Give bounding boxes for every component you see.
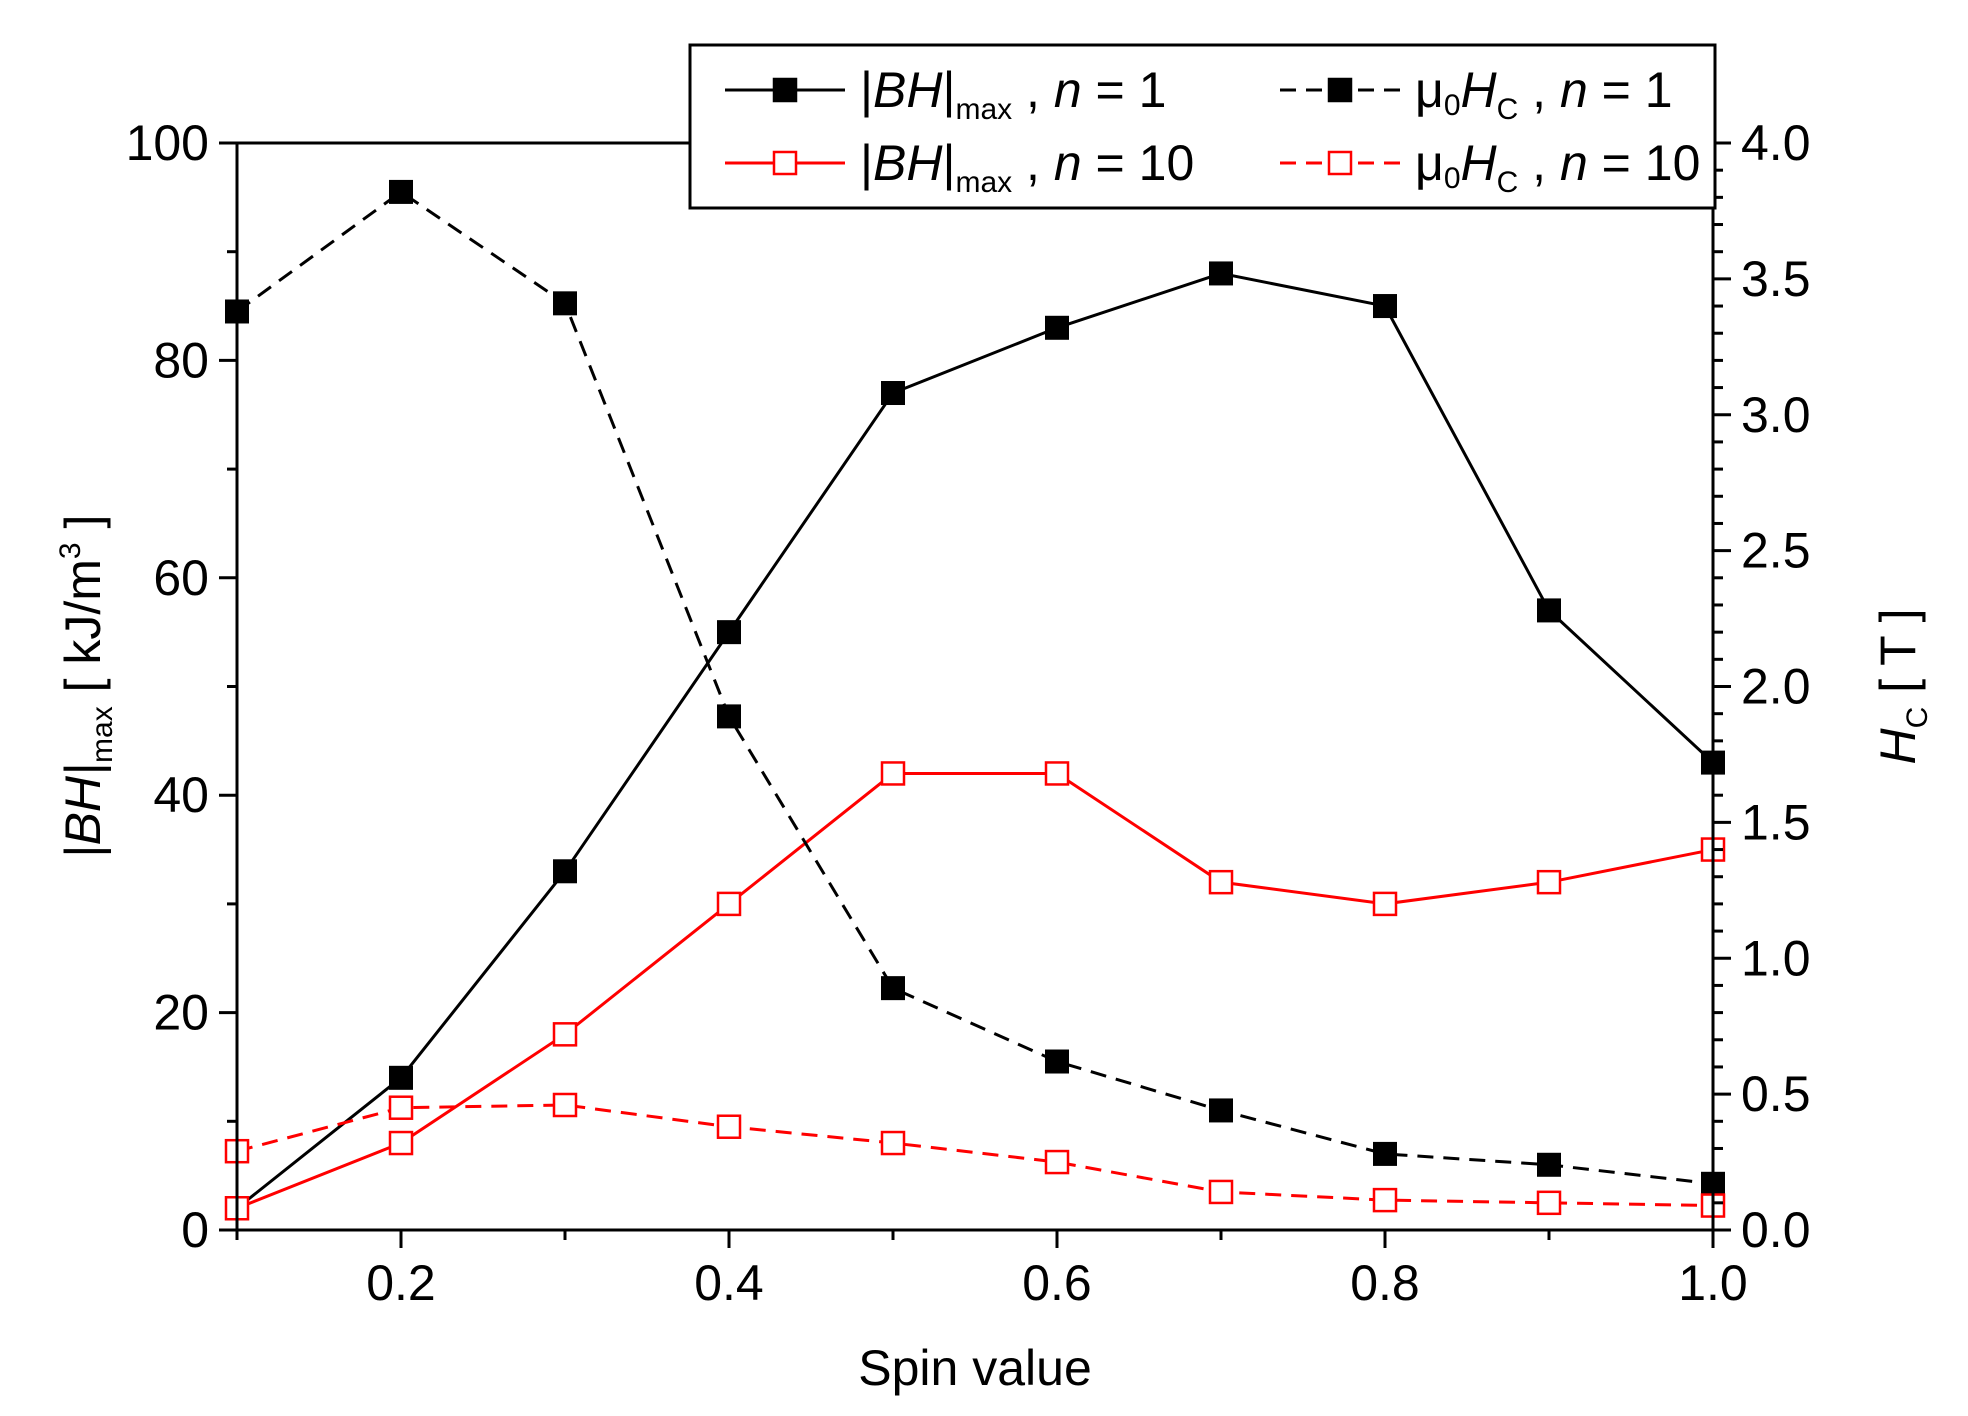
data-point xyxy=(716,1114,742,1139)
data-point xyxy=(717,704,741,729)
y-right-tick-label: 4.0 xyxy=(1741,115,1811,171)
y-right-tick-label: 2.0 xyxy=(1741,659,1811,715)
legend-item: |BH|max , n = 1 xyxy=(725,62,1166,126)
data-point xyxy=(389,1065,413,1090)
series-line xyxy=(236,271,1715,1210)
series-layer xyxy=(224,179,1726,1221)
series-line xyxy=(236,771,1714,1210)
y-right-tick-label: 0.0 xyxy=(1741,1202,1811,1258)
series-3 xyxy=(225,179,1725,1196)
data-point xyxy=(1372,891,1398,917)
x-tick-label: 1.0 xyxy=(1678,1255,1748,1311)
legend-label: μ0HC , n = 10 xyxy=(1415,135,1700,199)
x-tick-label: 0.6 xyxy=(1022,1255,1092,1311)
y-right-tick-label: 2.5 xyxy=(1741,523,1811,579)
series-line xyxy=(236,190,1714,1186)
y-right-axis-title: HC [ T ] xyxy=(1870,609,1934,765)
data-point xyxy=(716,891,742,917)
data-point xyxy=(553,859,577,884)
series-2 xyxy=(224,761,1726,1221)
y-right-tick-label: 0.5 xyxy=(1741,1066,1811,1122)
ticks-layer: 0.2 0.4 0.6 0.8 1.0 0 20 40 60 80 100 0.0 0.5 1.0 1.5 2… xyxy=(126,115,1811,1311)
legend-item: μ0HC , n = 10 xyxy=(1280,135,1700,199)
data-point xyxy=(1373,1141,1397,1166)
data-point xyxy=(1044,1149,1070,1175)
y-right-tick-label: 1.5 xyxy=(1741,794,1811,850)
data-point xyxy=(1373,294,1397,319)
data-point xyxy=(1208,1179,1234,1205)
legend-box xyxy=(688,43,1717,210)
y-left-tick-label: 60 xyxy=(153,550,209,606)
legend-item: μ0HC , n = 1 xyxy=(1280,62,1673,126)
data-point xyxy=(880,761,906,786)
data-point xyxy=(1209,261,1233,286)
legend-label: |BH|max , n = 10 xyxy=(860,135,1194,199)
plot-frame xyxy=(235,141,1715,1232)
x-axis-title: Spin value xyxy=(858,1340,1092,1396)
y-left-tick-label: 40 xyxy=(153,767,209,823)
x-tick-label: 0.2 xyxy=(366,1255,436,1311)
data-point xyxy=(881,381,905,406)
x-tick-label: 0.4 xyxy=(694,1255,764,1311)
legend-item: |BH|max , n = 10 xyxy=(725,135,1194,199)
series-line xyxy=(236,1103,1714,1208)
y-right-tick-label: 1.0 xyxy=(1741,930,1811,986)
y-right-tick-label: 3.5 xyxy=(1741,251,1811,307)
data-point xyxy=(717,620,741,645)
data-point xyxy=(1208,869,1234,895)
data-point xyxy=(1537,598,1561,623)
data-point xyxy=(1536,869,1562,895)
legend-marker xyxy=(772,77,798,103)
x-tick-label: 0.8 xyxy=(1350,1255,1420,1311)
data-point xyxy=(1536,1190,1562,1216)
data-point xyxy=(388,1130,414,1156)
data-point xyxy=(1372,1187,1398,1213)
data-point xyxy=(552,1022,578,1047)
y-left-tick-label: 0 xyxy=(181,1202,209,1258)
data-point xyxy=(389,179,413,204)
y-left-tick-label: 20 xyxy=(153,985,209,1041)
data-point xyxy=(552,1092,578,1118)
data-point xyxy=(881,976,905,1001)
legend-marker xyxy=(1327,150,1353,176)
y-left-tick-label: 100 xyxy=(126,115,209,171)
legend-label: μ0HC , n = 1 xyxy=(1415,62,1673,126)
data-point xyxy=(1045,1049,1069,1074)
legend-marker xyxy=(772,150,798,176)
legend-marker xyxy=(1327,77,1353,103)
data-point xyxy=(1045,315,1069,340)
series-4 xyxy=(224,1092,1726,1218)
y-left-axis-title: |BH|max [ kJ/m3 ] xyxy=(54,515,119,859)
data-point xyxy=(553,291,577,316)
data-point xyxy=(1537,1152,1561,1177)
legend-label: |BH|max , n = 1 xyxy=(860,62,1166,126)
data-point xyxy=(1209,1098,1233,1123)
data-point xyxy=(1044,761,1070,786)
series-1 xyxy=(225,261,1725,1221)
data-point xyxy=(880,1130,906,1156)
y-right-tick-label: 3.0 xyxy=(1741,387,1811,443)
y-left-tick-label: 80 xyxy=(153,332,209,388)
data-point xyxy=(388,1095,414,1120)
legend: |BH|max , n = 1 |BH|max , n = 10 μ0HC , n … xyxy=(688,43,1717,210)
